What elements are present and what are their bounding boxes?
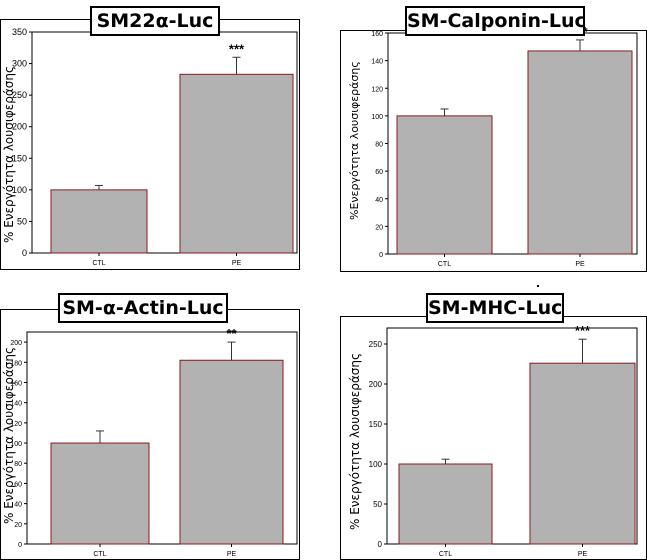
- x-tick-label: PE: [227, 551, 237, 558]
- chart-panel-sm-mhc: 0 50 100 150 200 250 CTL *** PE SM-MHC-Luc % Ενε…: [340, 290, 647, 560]
- y-tick-label: 250: [12, 90, 27, 100]
- chart-panel-sm22a: 0 50 100 150 200 250 300 350 CTL *** PE SM22α-Luc …: [0, 0, 300, 270]
- y-tick-label: 140: [10, 401, 22, 408]
- y-tick-label: 100: [10, 441, 22, 448]
- significance-marker: ***: [575, 323, 591, 338]
- y-tick-label: 60: [375, 169, 383, 176]
- y-tick-label: 20: [14, 522, 22, 529]
- y-axis-label: % Ενεργότητα λουσιφεράσης: [2, 65, 16, 243]
- chart-panel-sm-a-actin: 0 20 40 60 80 100 120 140 160 180 200 CTL ** PE SM-α-…: [0, 290, 300, 560]
- x-tick-label: CTL: [439, 551, 452, 558]
- y-axis-label: % Ενεργότητα λουσιφεράσης: [348, 352, 362, 530]
- x-tick-label: CTL: [92, 260, 105, 267]
- y-tick-label: 0: [379, 252, 383, 259]
- y-tick-label: 0: [378, 540, 383, 549]
- x-tick-label: PE: [575, 261, 585, 268]
- y-tick-label: 40: [14, 502, 22, 509]
- y-tick-label: 250: [369, 340, 383, 349]
- y-axis-label: % Ενεργότητα λουσιφεράσης: [2, 346, 16, 524]
- y-tick-label: 350: [12, 27, 27, 37]
- bar-ctl: [50, 189, 148, 254]
- chart-title: SM-α-Actin-Luc: [58, 293, 228, 323]
- y-tick-label: 180: [10, 360, 22, 367]
- y-tick-label: 80: [375, 142, 383, 149]
- y-tick-label: 100: [12, 185, 27, 195]
- chart-title: SM-MHC-Luc: [426, 293, 564, 323]
- chart-svg-sm22a: 0 50 100 150 200 250 300 350 CTL *** PE: [0, 19, 300, 270]
- chart-title: SM22α-Luc: [90, 6, 220, 36]
- y-tick-label: 40: [375, 197, 383, 204]
- bar-pe: [529, 362, 636, 545]
- y-tick-label: 0: [22, 248, 27, 258]
- y-tick-label: 160: [371, 31, 383, 38]
- y-tick-label: 120: [371, 86, 383, 93]
- bar-ctl: [50, 442, 150, 545]
- bar-pe: [179, 73, 294, 254]
- x-tick-label: CTL: [438, 261, 451, 268]
- y-tick-label: 160: [10, 380, 22, 387]
- y-tick-label: 100: [369, 460, 383, 469]
- y-tick-label: 80: [14, 461, 22, 468]
- y-tick-label: 150: [369, 420, 383, 429]
- y-axis-label: %Ενεργότητα λουσιφεράσης: [348, 61, 361, 220]
- significance-marker: ***: [229, 41, 245, 56]
- y-tick-label: 300: [12, 59, 27, 69]
- chart-svg-sm-mhc: 0 50 100 150 200 250 CTL *** PE: [340, 316, 647, 560]
- chart-svg-sm-a-actin: 0 20 40 60 80 100 120 140 160 180 200 CTL ** PE: [0, 309, 300, 560]
- chart-title: SM-Calponin-Luc: [405, 6, 586, 36]
- y-tick-label: 200: [12, 122, 27, 132]
- bar-ctl: [396, 115, 493, 255]
- x-tick-label: CTL: [93, 551, 106, 558]
- y-tick-label: 200: [10, 340, 22, 347]
- y-tick-label: 100: [371, 114, 383, 121]
- y-tick-label: 0: [18, 542, 22, 549]
- bar-ctl: [398, 463, 493, 545]
- y-tick-label: 120: [10, 421, 22, 428]
- y-tick-label: 200: [369, 380, 383, 389]
- x-tick-label: PE: [232, 260, 242, 267]
- y-tick-label: 150: [12, 153, 27, 163]
- y-tick-label: 140: [371, 59, 383, 66]
- stray-dot: [537, 285, 539, 287]
- y-tick-label: 50: [17, 216, 27, 226]
- y-tick-label: 20: [375, 224, 383, 231]
- y-tick-label: 60: [14, 481, 22, 488]
- bar-pe: [179, 359, 284, 545]
- bar-pe: [527, 50, 633, 255]
- significance-marker: **: [226, 326, 237, 341]
- x-tick-label: PE: [578, 551, 588, 558]
- y-tick-label: 50: [373, 500, 382, 509]
- plot-area: [386, 327, 638, 545]
- plot-area: [26, 331, 298, 545]
